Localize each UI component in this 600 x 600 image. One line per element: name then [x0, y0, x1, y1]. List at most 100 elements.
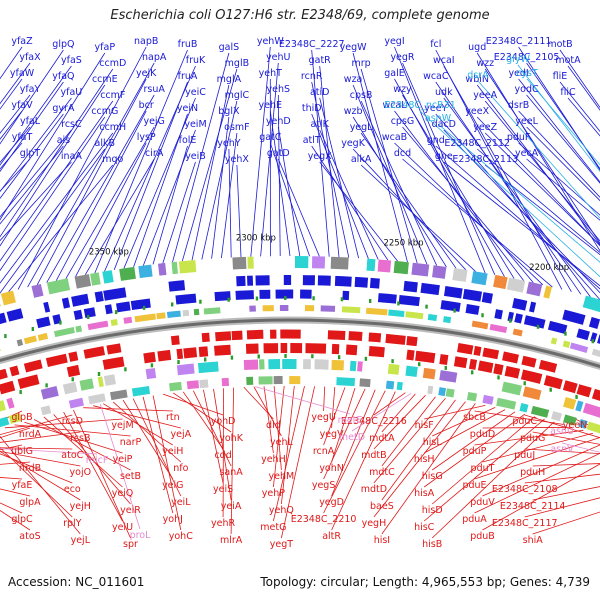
- reverse-gene-leader: [532, 486, 600, 501]
- forward-gene-label: E2348C_2113: [452, 154, 518, 165]
- forward-gene-leader: [352, 148, 467, 271]
- forward-gene-leader: [443, 161, 600, 287]
- forward-gene-leader: [311, 81, 350, 258]
- gene-feature-ring4-16: [45, 353, 68, 367]
- forward-gene-leader: [526, 126, 600, 202]
- gene-feature-ring3-18: [53, 326, 75, 338]
- forward-rna-leader: [517, 64, 600, 173]
- gene-feature-ring3-38: [388, 309, 405, 318]
- forward-rna-label: cysT: [516, 68, 538, 79]
- forward-gene-label: motB: [547, 39, 572, 50]
- forward-gene-leader: [0, 68, 114, 238]
- gene-feature-ring5-41: [415, 350, 436, 364]
- reverse-gene-label: mdtC: [369, 467, 395, 478]
- reverse-gene-leader: [0, 510, 31, 531]
- gene-feature-ring2-42: [514, 313, 523, 324]
- reverse-rna-label: micF: [86, 455, 109, 466]
- gene-feature-ring3-37: [365, 307, 388, 316]
- forward-gene-label: yeiB: [185, 151, 206, 162]
- reverse-gene-label: pduD: [470, 429, 495, 440]
- reverse-rna-leader: [561, 442, 600, 453]
- marker-dot-0-20: [340, 297, 344, 302]
- forward-gene-leader: [435, 81, 582, 295]
- forward-gene-label: gne: [435, 151, 453, 162]
- forward-gene-label: E2348C_2227: [279, 39, 345, 50]
- gene-feature-ring3-16: [23, 335, 38, 345]
- forward-gene-leader: [0, 97, 72, 193]
- reverse-gene-label: setB: [120, 471, 141, 482]
- reverse-gene-leader: [323, 390, 386, 514]
- reverse-gene-leader: [331, 391, 396, 531]
- reverse-gene-leader: [243, 386, 274, 420]
- forward-gene-label: cpsB: [350, 90, 373, 101]
- kbp-tick-label: 2200 kbp: [529, 263, 569, 273]
- reverse-gene-leader: [431, 421, 555, 539]
- gene-feature-ring2-20: [104, 304, 113, 315]
- forward-gene-label: E2348C_2111: [486, 36, 552, 47]
- forward-gene-leader: [113, 81, 188, 270]
- reverse-gene-leader: [373, 392, 406, 416]
- marker-dot-1-14: [177, 360, 180, 365]
- reverse-gene-label: yehM: [269, 471, 295, 482]
- gene-feature-ring4-27: [231, 330, 243, 341]
- reverse-gene-label: yojO: [70, 467, 92, 478]
- reverse-gene-label: hisH: [414, 454, 435, 465]
- forward-gene-label: gatC: [259, 132, 282, 143]
- reverse-rna-leader: [351, 393, 412, 432]
- reverse-gene-leader: [423, 413, 526, 488]
- forward-gene-leader: [94, 49, 188, 274]
- marker-dot-0-22: [397, 301, 400, 306]
- marker-dot-0-21: [368, 298, 372, 303]
- forward-gene-leader: [476, 84, 600, 246]
- gene-feature-ring4-19: [106, 343, 122, 355]
- reverse-gene-label: yegD: [319, 497, 344, 508]
- forward-gene-label: ais: [57, 135, 70, 146]
- forward-gene-label: bglX: [218, 106, 240, 117]
- gene-feature-ring0-41: [411, 262, 430, 277]
- forward-gene-leader: [360, 68, 418, 264]
- forward-gene-label: galS: [219, 42, 240, 53]
- gene-feature-ring7-21: [109, 389, 128, 401]
- reverse-gene-leader: [203, 389, 224, 484]
- reverse-gene-label: hisF: [415, 420, 434, 431]
- reverse-gene-label: pduE: [462, 480, 486, 491]
- gene-feature-ring3-49: [569, 342, 589, 353]
- gene-feature-ring1-41: [443, 285, 463, 299]
- reverse-gene-label: hisA: [414, 488, 435, 499]
- forward-gene-leader: [394, 110, 525, 281]
- marker-dot-0-8: [4, 334, 7, 339]
- gene-feature-ring1-39: [403, 280, 418, 293]
- forward-gene-leader: [201, 100, 238, 260]
- gene-feature-ring2-47: [590, 332, 598, 343]
- gene-feature-ring6-43: [501, 381, 522, 396]
- forward-gene-label: glpQ: [52, 39, 74, 50]
- forward-gene-leader: [402, 62, 496, 275]
- forward-gene-label: bcr: [139, 100, 154, 111]
- forward-gene-label: atlT: [303, 135, 321, 146]
- reverse-gene-label: yeiS: [213, 484, 233, 495]
- forward-gene-label: E2348C_2105: [494, 52, 560, 63]
- forward-gene-leader: [46, 94, 155, 283]
- forward-gene-label: gyrA: [52, 103, 75, 114]
- reverse-gene-leader: [112, 401, 182, 463]
- forward-gene-label: lysP: [137, 132, 156, 143]
- gene-feature-ring4-14: [9, 365, 20, 377]
- reverse-gene-label: atoS: [19, 531, 40, 542]
- gene-feature-ring6-33: [331, 359, 345, 371]
- reverse-gene-label: hisI: [374, 535, 390, 546]
- forward-gene-label: wcaI: [433, 55, 455, 66]
- reverse-gene-label: narP: [120, 437, 142, 448]
- forward-gene-label: fcl: [430, 39, 441, 50]
- gene-feature-ring3-24: [156, 312, 166, 320]
- reverse-gene-label: dld: [266, 420, 281, 431]
- forward-gene-label: fruB: [178, 39, 198, 50]
- forward-gene-label: napB: [134, 36, 158, 47]
- reverse-gene-leader: [273, 385, 285, 488]
- gene-feature-ring1-19: [71, 293, 90, 307]
- gene-feature-ring4-28: [246, 329, 264, 340]
- forward-gene-label: mglA: [217, 74, 242, 85]
- gene-feature-ring6-19: [103, 374, 116, 386]
- reverse-gene-leader: [0, 461, 31, 465]
- forward-gene-leader: [0, 84, 106, 247]
- gene-feature-ring7-20: [88, 393, 106, 405]
